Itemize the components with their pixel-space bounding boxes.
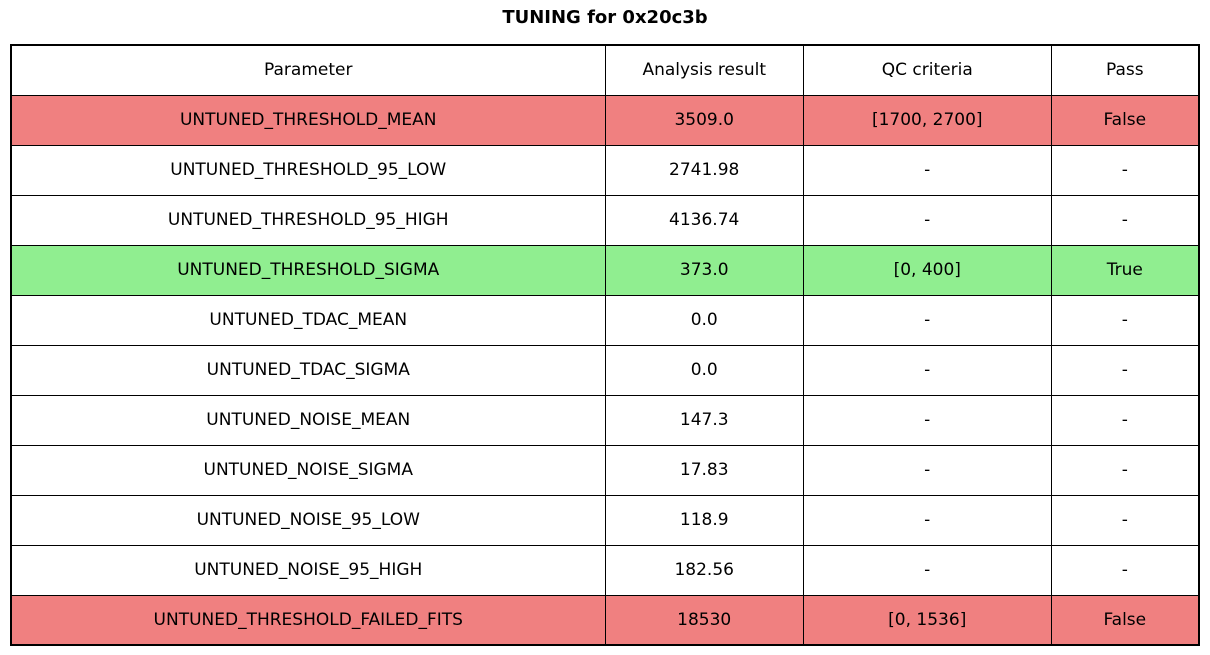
column-header-qc-criteria: QC criteria	[802, 44, 1052, 96]
cell-parameter: UNTUNED_THRESHOLD_95_HIGH	[10, 194, 606, 246]
cell-qc-criteria: -	[802, 144, 1052, 196]
cell-pass: -	[1050, 394, 1200, 446]
table-row: UNTUNED_NOISE_95_HIGH 182.56 - -	[10, 544, 1200, 596]
cell-parameter: UNTUNED_TDAC_MEAN	[10, 294, 606, 346]
cell-qc-criteria: -	[802, 194, 1052, 246]
column-header-analysis-result: Analysis result	[604, 44, 804, 96]
cell-qc-criteria: [0, 400]	[802, 244, 1052, 296]
cell-qc-criteria: [0, 1536]	[802, 594, 1052, 646]
cell-qc-criteria: -	[802, 544, 1052, 596]
cell-parameter: UNTUNED_NOISE_SIGMA	[10, 444, 606, 496]
table-row: UNTUNED_TDAC_MEAN 0.0 - -	[10, 294, 1200, 346]
cell-pass: True	[1050, 244, 1200, 296]
cell-analysis-result: 182.56	[604, 544, 804, 596]
cell-pass: -	[1050, 544, 1200, 596]
cell-analysis-result: 18530	[604, 594, 804, 646]
cell-qc-criteria: -	[802, 494, 1052, 546]
cell-qc-criteria: -	[802, 394, 1052, 446]
cell-analysis-result: 4136.74	[604, 194, 804, 246]
table-header-row: Parameter Analysis result QC criteria Pa…	[10, 44, 1200, 96]
cell-qc-criteria: -	[802, 344, 1052, 396]
cell-parameter: UNTUNED_TDAC_SIGMA	[10, 344, 606, 396]
table-row: UNTUNED_THRESHOLD_95_HIGH 4136.74 - -	[10, 194, 1200, 246]
cell-parameter: UNTUNED_THRESHOLD_FAILED_FITS	[10, 594, 606, 646]
cell-analysis-result: 0.0	[604, 294, 804, 346]
cell-qc-criteria: -	[802, 294, 1052, 346]
cell-qc-criteria: -	[802, 444, 1052, 496]
cell-pass: -	[1050, 194, 1200, 246]
cell-qc-criteria: [1700, 2700]	[802, 94, 1052, 146]
cell-analysis-result: 2741.98	[604, 144, 804, 196]
table-row: UNTUNED_THRESHOLD_MEAN 3509.0 [1700, 270…	[10, 94, 1200, 146]
cell-parameter: UNTUNED_THRESHOLD_SIGMA	[10, 244, 606, 296]
table-row: UNTUNED_THRESHOLD_SIGMA 373.0 [0, 400] T…	[10, 244, 1200, 296]
table-row: UNTUNED_TDAC_SIGMA 0.0 - -	[10, 344, 1200, 396]
table-row: UNTUNED_NOISE_95_LOW 118.9 - -	[10, 494, 1200, 546]
table-row: UNTUNED_THRESHOLD_95_LOW 2741.98 - -	[10, 144, 1200, 196]
cell-parameter: UNTUNED_NOISE_95_HIGH	[10, 544, 606, 596]
cell-parameter: UNTUNED_THRESHOLD_95_LOW	[10, 144, 606, 196]
column-header-pass: Pass	[1050, 44, 1200, 96]
table-row: UNTUNED_NOISE_SIGMA 17.83 - -	[10, 444, 1200, 496]
cell-analysis-result: 147.3	[604, 394, 804, 446]
table-row: UNTUNED_NOISE_MEAN 147.3 - -	[10, 394, 1200, 446]
column-header-parameter: Parameter	[10, 44, 606, 96]
cell-parameter: UNTUNED_THRESHOLD_MEAN	[10, 94, 606, 146]
table-header: Parameter Analysis result QC criteria Pa…	[10, 44, 1200, 96]
qc-summary-table: Parameter Analysis result QC criteria Pa…	[10, 44, 1200, 646]
cell-pass: False	[1050, 94, 1200, 146]
page-title: TUNING for 0x20c3b	[502, 7, 708, 28]
table-body: UNTUNED_THRESHOLD_MEAN 3509.0 [1700, 270…	[10, 94, 1200, 646]
cell-pass: False	[1050, 594, 1200, 646]
cell-pass: -	[1050, 294, 1200, 346]
cell-analysis-result: 17.83	[604, 444, 804, 496]
cell-pass: -	[1050, 344, 1200, 396]
cell-analysis-result: 3509.0	[604, 94, 804, 146]
cell-parameter: UNTUNED_NOISE_MEAN	[10, 394, 606, 446]
cell-analysis-result: 0.0	[604, 344, 804, 396]
cell-pass: -	[1050, 444, 1200, 496]
cell-analysis-result: 373.0	[604, 244, 804, 296]
cell-analysis-result: 118.9	[604, 494, 804, 546]
cell-parameter: UNTUNED_NOISE_95_LOW	[10, 494, 606, 546]
cell-pass: -	[1050, 144, 1200, 196]
table-row: UNTUNED_THRESHOLD_FAILED_FITS 18530 [0, …	[10, 594, 1200, 646]
cell-pass: -	[1050, 494, 1200, 546]
